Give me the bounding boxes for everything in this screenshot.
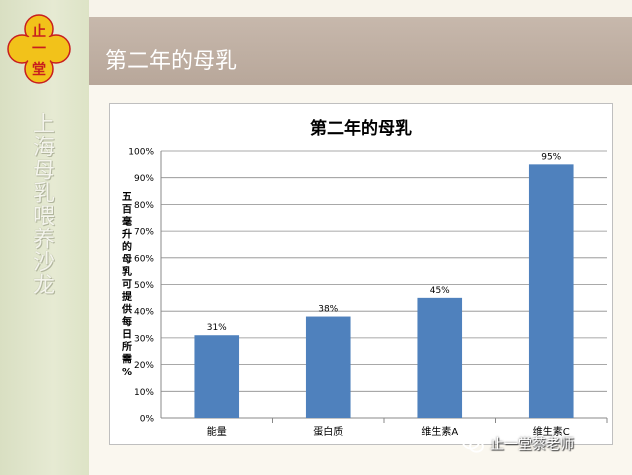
x-tick-label: 能量 bbox=[207, 425, 227, 438]
y-tick-label: 40% bbox=[134, 308, 154, 318]
slide-title: 第二年的母乳 bbox=[105, 49, 238, 74]
x-tick-label: 维生素A bbox=[421, 425, 458, 438]
bar bbox=[528, 164, 574, 418]
wechat-icon bbox=[462, 434, 484, 453]
bar bbox=[305, 316, 351, 418]
logo-char-top: 止 bbox=[32, 23, 46, 40]
x-tick-label: 蛋白质 bbox=[313, 425, 343, 438]
top-strip bbox=[89, 0, 632, 17]
data-label: 31% bbox=[207, 323, 227, 333]
data-label: 95% bbox=[541, 152, 561, 162]
sidebar: 止 一 堂 上海母乳喂养沙龙 bbox=[0, 0, 89, 475]
y-tick-label: 30% bbox=[134, 334, 154, 344]
logo-char-bottom: 堂 bbox=[32, 61, 46, 78]
y-tick-label: 10% bbox=[134, 388, 154, 398]
bar-chart: 第二年的母乳 0% 10% 20% 30% 40% 50% 60% 70% 80% 90% 100%… bbox=[121, 118, 608, 438]
y-tick-label: 100% bbox=[128, 148, 154, 158]
y-tick-label: 70% bbox=[134, 228, 154, 238]
logo-seal: 止 一 堂 bbox=[7, 14, 71, 84]
sidebar-vertical-title: 上海母乳喂养沙龙 bbox=[29, 112, 54, 296]
chart-title: 第二年的母乳 bbox=[310, 118, 412, 139]
chart-container: 第二年的母乳 0% 10% 20% 30% 40% 50% 60% 70% 80% 90% 100%… bbox=[109, 103, 613, 445]
watermark-text: 止一堂蔡老师 bbox=[490, 437, 574, 453]
data-label: 45% bbox=[430, 286, 450, 296]
y-tick-label: 20% bbox=[134, 361, 154, 371]
bar bbox=[417, 297, 463, 418]
x-tick-label: 维生素C bbox=[533, 425, 570, 438]
y-axis-label: 五百毫升的母乳可提供每日所需% bbox=[121, 191, 133, 378]
bar bbox=[194, 335, 240, 418]
y-tick-label: 50% bbox=[134, 281, 154, 291]
y-tick-label: 60% bbox=[134, 254, 154, 264]
logo-char-mid: 一 bbox=[32, 41, 46, 57]
title-bar: 第二年的母乳 bbox=[89, 17, 632, 85]
data-label: 38% bbox=[318, 305, 338, 315]
y-tick-label: 0% bbox=[140, 415, 155, 425]
y-tick-label: 80% bbox=[134, 201, 154, 211]
y-tick-label: 90% bbox=[134, 174, 154, 184]
watermark: 止一堂蔡老师 bbox=[462, 432, 574, 456]
